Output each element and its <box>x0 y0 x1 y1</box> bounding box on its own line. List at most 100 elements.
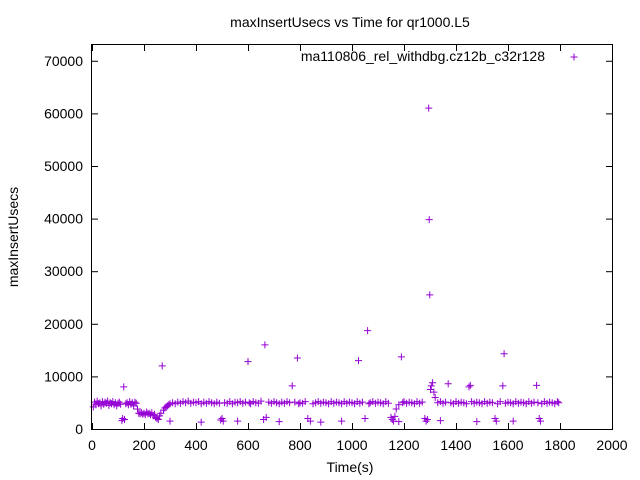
data-point <box>197 418 205 426</box>
x-tick-label: 1400 <box>440 437 471 453</box>
x-tick-label: 2000 <box>596 437 627 453</box>
data-point <box>286 399 294 407</box>
data-point <box>399 399 407 407</box>
data-point <box>119 414 127 422</box>
data-point <box>338 417 346 425</box>
x-axis-label: Time(s) <box>327 459 374 475</box>
plot-frame <box>91 44 613 430</box>
data-point <box>158 362 166 370</box>
data-point <box>395 418 403 426</box>
data-point <box>355 357 362 365</box>
legend: ma110806_rel_withdbg.cz12b_c32r128 <box>301 48 578 64</box>
data-point <box>391 412 399 420</box>
data-point <box>301 398 309 406</box>
x-tick-label: 200 <box>132 437 156 453</box>
y-axis-label: maxInsertUsecs <box>5 187 21 287</box>
data-point <box>165 401 173 409</box>
data-point <box>427 382 435 390</box>
data-point <box>555 399 563 407</box>
data-point <box>121 416 128 424</box>
data-point <box>422 417 430 425</box>
data-point <box>499 382 507 390</box>
data-point <box>418 398 426 406</box>
data-point <box>241 398 249 406</box>
x-tick-label: 1800 <box>544 437 575 453</box>
data-point <box>488 399 496 407</box>
data-point <box>215 399 223 407</box>
data-point <box>306 417 314 425</box>
y-tick-label: 10000 <box>44 368 83 384</box>
x-tick-label: 800 <box>288 437 312 453</box>
data-point <box>426 291 434 299</box>
x-tick-label: 1000 <box>336 437 367 453</box>
data-point <box>132 399 140 407</box>
data-point <box>219 417 227 425</box>
data-point <box>462 400 470 408</box>
y-tick-label: 40000 <box>44 211 83 227</box>
data-point <box>473 418 481 426</box>
data-point <box>257 397 265 405</box>
ticks-layer: 0 200 400 600 800 1000 1200 1400 1600 1800 2000 0 10… <box>44 45 628 453</box>
data-point <box>436 417 444 425</box>
y-tick-label: 30000 <box>44 263 83 279</box>
data-point <box>234 417 242 425</box>
x-tick-label: 1600 <box>492 437 523 453</box>
data-point <box>395 401 403 409</box>
data-point <box>288 382 296 390</box>
data-point <box>261 341 269 349</box>
points-layer <box>89 104 563 426</box>
data-point <box>530 398 538 406</box>
data-point <box>425 216 433 224</box>
data-point <box>364 327 372 335</box>
data-point <box>154 416 162 424</box>
data-point <box>291 398 299 406</box>
legend-label: ma110806_rel_withdbg.cz12b_c32r128 <box>301 48 545 64</box>
data-point <box>492 417 500 425</box>
data-point <box>500 350 508 358</box>
x-tick-label: 600 <box>236 437 260 453</box>
data-point <box>317 418 325 426</box>
data-point <box>553 398 561 406</box>
chart-title: maxInsertUsecs vs Time for qr1000.L5 <box>230 14 470 30</box>
data-point <box>444 380 452 388</box>
data-point <box>390 417 398 425</box>
data-point <box>384 399 392 407</box>
data-point <box>534 399 542 407</box>
data-point <box>425 104 433 112</box>
data-point <box>466 381 474 389</box>
data-point <box>361 414 369 422</box>
data-point <box>131 398 139 406</box>
data-point <box>293 354 301 362</box>
x-tick-label: 1200 <box>388 437 419 453</box>
data-point <box>150 410 158 418</box>
data-point <box>397 353 405 361</box>
y-tick-label: 70000 <box>44 53 83 69</box>
y-tick-label: 50000 <box>44 158 83 174</box>
legend-marker <box>570 53 578 61</box>
x-tick-label: 400 <box>184 437 208 453</box>
data-point <box>295 400 303 408</box>
data-point <box>120 383 128 391</box>
data-point <box>134 405 141 413</box>
data-point <box>509 417 517 425</box>
data-point <box>262 413 270 421</box>
data-point <box>423 416 431 424</box>
legend-marker-glyph <box>570 53 578 61</box>
data-point <box>117 400 125 408</box>
data-point <box>496 398 504 406</box>
data-point <box>365 400 373 408</box>
data-point <box>244 358 252 366</box>
data-point <box>245 399 253 407</box>
data-point <box>392 405 400 413</box>
data-point <box>465 383 473 391</box>
data-point <box>275 418 283 426</box>
y-tick-label: 0 <box>75 421 83 437</box>
data-point <box>358 398 366 406</box>
data-point <box>537 417 544 425</box>
x-tick-label: 0 <box>88 437 96 453</box>
data-point <box>429 379 437 387</box>
data-point <box>166 417 174 425</box>
data-point <box>442 398 450 406</box>
data-point <box>533 381 541 389</box>
